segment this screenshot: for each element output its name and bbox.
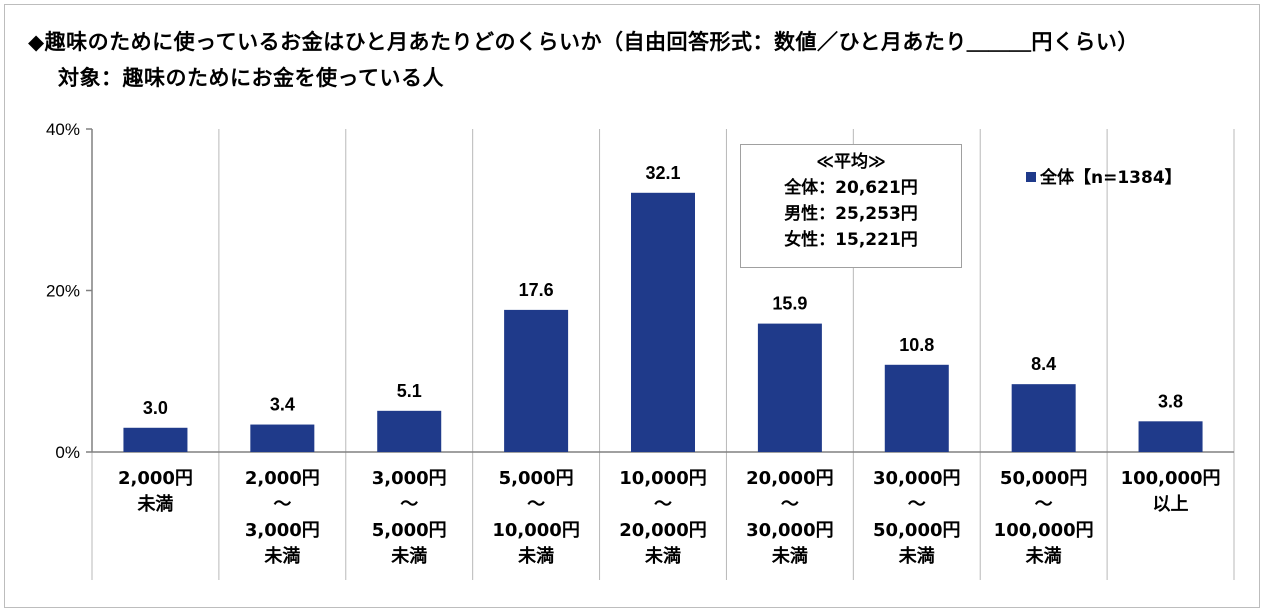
category-label: 未満 [645,545,681,567]
category-label: 10,000円 [619,468,706,489]
bar [757,323,822,452]
category-label: 2,000円 [245,468,320,489]
bar [1011,384,1076,452]
category-label: 未満 [899,545,935,567]
category-label: ～ [400,494,418,515]
bar-value-label: 3.8 [1158,391,1183,411]
average-male: 男性：25,253円 [784,204,918,224]
category-label: 20,000円 [746,468,833,489]
bar [631,192,695,453]
bar-value-label: 3.4 [270,395,295,415]
average-heading: ≪平均≫ [816,152,886,172]
category-label: 3,000円 [372,468,447,489]
bar-value-label: 8.4 [1031,354,1056,374]
bar-value-label: 17.6 [519,280,554,300]
category-label: 50,000円 [873,520,960,541]
bar [123,427,188,452]
bar [250,424,315,452]
bar-value-label: 3.0 [143,398,168,418]
category-label: 未満 [264,545,300,567]
category-label: 未満 [518,545,554,567]
category-label: 2,000円 [118,468,193,489]
chart-frame [4,4,1260,608]
bar [504,309,569,452]
category-label: 10,000円 [492,520,579,541]
category-label: 30,000円 [746,520,833,541]
category-label: ～ [654,494,672,515]
bar-value-label: 32.1 [645,163,680,183]
legend: 全体【n=1384】 [1026,163,1182,188]
bar-value-label: 10.8 [899,335,934,355]
category-label: 5,000円 [372,520,447,541]
category-label: ～ [1035,494,1053,515]
y-tick-label: 20% [46,282,80,301]
category-label: 5,000円 [499,468,574,489]
average-total: 全体：20,621円 [784,178,918,198]
category-label: 100,000円 [994,520,1094,541]
category-label: 3,000円 [245,520,320,541]
category-label: 未満 [137,493,173,515]
category-label: 30,000円 [873,468,960,489]
bar-value-label: 15.9 [772,294,807,314]
category-label: 50,000円 [1000,468,1087,489]
legend-swatch [1026,172,1036,182]
y-tick-label: 0% [55,443,80,462]
legend-label: 全体【n=1384】 [1040,168,1182,188]
category-label: 20,000円 [619,520,706,541]
bar-value-label: 5.1 [397,381,422,401]
bar [377,410,442,452]
average-box: ≪平均≫ 全体：20,621円 男性：25,253円 女性：15,221円 [740,144,962,268]
category-label: 以上 [1153,494,1189,515]
bar [884,364,949,452]
category-label: 未満 [772,545,808,567]
category-label: ～ [273,494,291,515]
category-label: 未満 [1026,545,1062,567]
category-label: ～ [527,494,545,515]
category-label: 未満 [391,545,427,567]
chart-subtitle: 対象：趣味のためにお金を使っている人 [58,66,444,90]
bar [1138,421,1203,452]
chart-title: ◆趣味のために使っているお金はひと月あたりどのくらいか（自由回答形式：数値／ひと… [28,30,1139,54]
y-tick-label: 40% [46,120,80,139]
category-label: 100,000円 [1121,468,1221,489]
category-label: ～ [908,494,926,515]
average-female: 女性：15,221円 [784,230,918,250]
category-label: ～ [781,494,799,515]
